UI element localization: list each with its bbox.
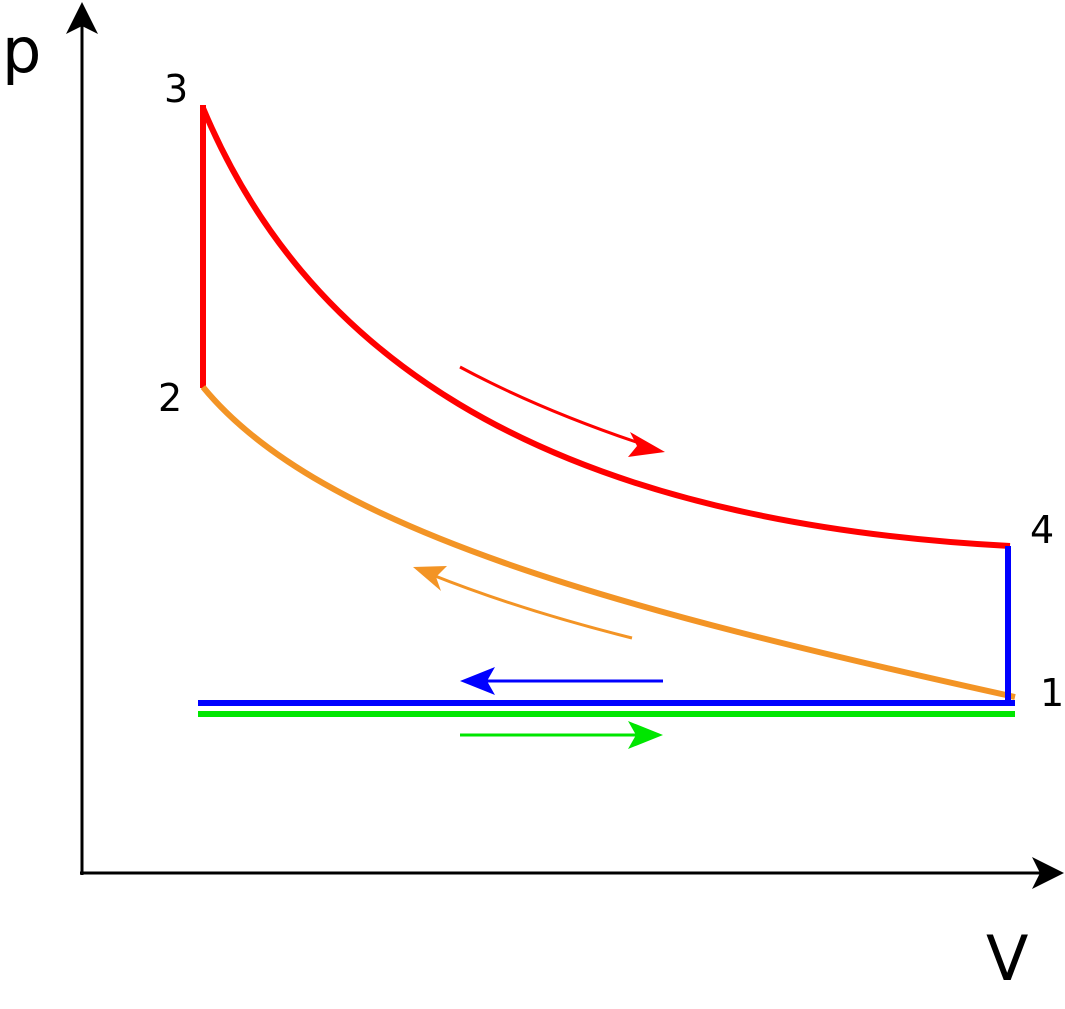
x-axis-arrowhead: [1032, 857, 1064, 889]
axes: [80, 20, 1045, 875]
red-arrow-shaft: [459, 365, 646, 447]
y-axis-label: p: [2, 14, 41, 87]
point-label: 3: [164, 67, 188, 111]
orange-arrow-shaft: [429, 572, 633, 640]
point-label: 1: [1040, 671, 1064, 715]
cycle: [198, 105, 1016, 717]
green-arrowhead: [628, 721, 663, 749]
x-axis-label: V: [986, 922, 1028, 995]
point-label: 4: [1030, 508, 1054, 552]
expansion-curve: [200, 106, 1011, 549]
point-label: 2: [158, 376, 182, 420]
direction-arrows: [429, 365, 663, 737]
blue-arrowhead: [460, 667, 495, 695]
y-axis-arrowhead: [66, 2, 98, 34]
red-arrowhead: [628, 432, 665, 457]
compression-curve: [200, 385, 1016, 700]
orange-arrowhead: [413, 566, 447, 591]
